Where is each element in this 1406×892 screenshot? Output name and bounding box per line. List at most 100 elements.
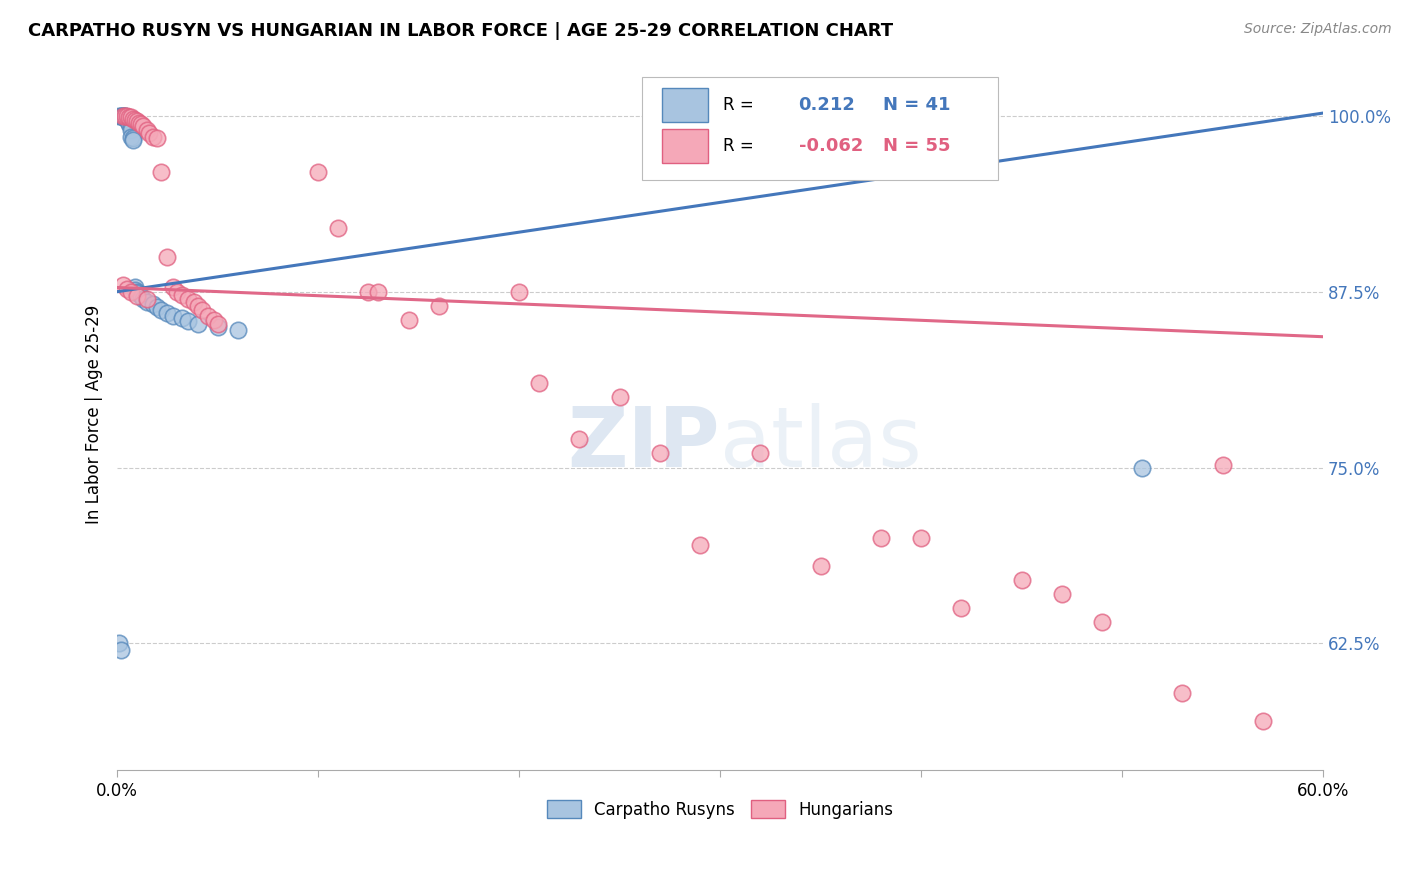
Point <box>950 601 973 615</box>
Point <box>870 109 893 123</box>
Point <box>114 109 136 123</box>
Point <box>112 110 135 124</box>
Point <box>127 285 149 299</box>
Text: R =: R = <box>723 96 754 114</box>
Point <box>136 123 159 137</box>
Point <box>127 286 149 301</box>
Text: -0.062: -0.062 <box>799 136 863 154</box>
Point <box>1171 685 1194 699</box>
Point <box>118 110 141 124</box>
Point <box>170 311 193 326</box>
Point <box>870 531 893 545</box>
Point <box>110 643 132 657</box>
Point <box>170 287 193 301</box>
Point <box>131 289 153 303</box>
Point <box>118 117 141 131</box>
Point <box>176 292 198 306</box>
Point <box>1011 573 1033 587</box>
Point <box>1091 615 1114 630</box>
Point <box>427 299 450 313</box>
Point <box>110 109 132 123</box>
Point <box>810 559 832 574</box>
Bar <box>662 128 709 162</box>
Point <box>1251 714 1274 728</box>
Point <box>122 131 145 145</box>
Point <box>115 282 138 296</box>
Point <box>132 292 155 306</box>
Point <box>114 109 136 123</box>
Point <box>202 313 225 327</box>
Point <box>115 112 138 126</box>
Point <box>568 433 591 447</box>
Point <box>108 109 131 123</box>
Point <box>136 294 159 309</box>
Point <box>187 299 209 313</box>
Point <box>1212 458 1234 472</box>
Point <box>162 309 184 323</box>
Point <box>120 130 142 145</box>
Point <box>122 112 145 126</box>
Point <box>114 110 136 124</box>
Point <box>112 277 135 292</box>
Point <box>124 113 146 128</box>
Point <box>138 126 160 140</box>
Text: R =: R = <box>723 136 754 154</box>
Point <box>1050 587 1073 601</box>
Point <box>115 113 138 128</box>
Bar <box>662 88 709 122</box>
Point <box>156 306 179 320</box>
Text: atlas: atlas <box>720 402 922 483</box>
Point <box>142 297 165 311</box>
Point <box>112 109 135 123</box>
Point <box>127 289 149 303</box>
Point <box>197 309 219 323</box>
Legend: Carpatho Rusyns, Hungarians: Carpatho Rusyns, Hungarians <box>541 794 900 826</box>
Point <box>150 165 173 179</box>
Point <box>508 285 530 299</box>
Point <box>749 446 772 460</box>
Point <box>115 112 138 126</box>
Text: N = 41: N = 41 <box>883 96 950 114</box>
Point <box>207 319 229 334</box>
Point <box>156 250 179 264</box>
Point <box>115 109 138 123</box>
Point <box>131 117 153 131</box>
Point <box>146 131 169 145</box>
Point <box>328 221 350 235</box>
Text: Source: ZipAtlas.com: Source: ZipAtlas.com <box>1244 22 1392 37</box>
Point <box>162 280 184 294</box>
Point <box>124 280 146 294</box>
Point <box>118 114 141 128</box>
Point <box>120 119 142 133</box>
Point <box>529 376 551 391</box>
Point <box>120 110 142 124</box>
Point <box>648 446 671 460</box>
Text: N = 55: N = 55 <box>883 136 950 154</box>
Point <box>112 109 135 123</box>
Point <box>166 285 188 299</box>
Point <box>190 303 212 318</box>
Point <box>183 294 205 309</box>
Point <box>122 133 145 147</box>
Point <box>132 119 155 133</box>
Point <box>120 123 142 137</box>
Point <box>128 116 150 130</box>
Text: 0.212: 0.212 <box>799 96 855 114</box>
Point <box>1130 460 1153 475</box>
Point <box>187 317 209 331</box>
Point <box>142 130 165 145</box>
Point <box>398 313 420 327</box>
Point <box>207 317 229 331</box>
Y-axis label: In Labor Force | Age 25-29: In Labor Force | Age 25-29 <box>86 305 103 524</box>
Point <box>120 285 142 299</box>
Point <box>367 285 389 299</box>
Point <box>124 283 146 297</box>
Point <box>307 165 329 179</box>
Point <box>689 538 711 552</box>
Point <box>609 390 631 404</box>
Text: CARPATHO RUSYN VS HUNGARIAN IN LABOR FORCE | AGE 25-29 CORRELATION CHART: CARPATHO RUSYN VS HUNGARIAN IN LABOR FOR… <box>28 22 893 40</box>
Point <box>910 531 932 545</box>
Point <box>176 314 198 328</box>
Text: ZIP: ZIP <box>568 402 720 483</box>
FancyBboxPatch shape <box>641 78 997 180</box>
